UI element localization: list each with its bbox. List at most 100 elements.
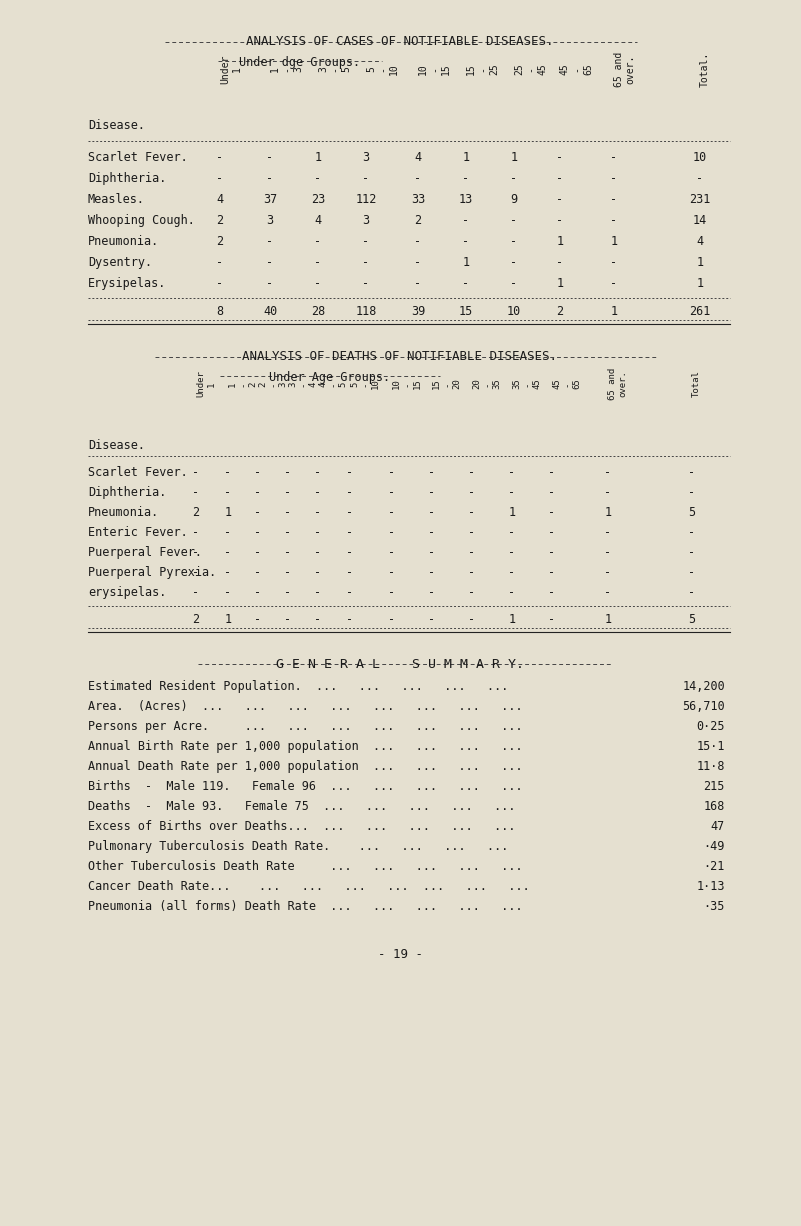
Text: 168: 168 — [703, 801, 725, 813]
Text: -: - — [267, 235, 274, 248]
Text: 3: 3 — [267, 215, 274, 227]
Text: 14: 14 — [693, 215, 707, 227]
Text: -: - — [388, 546, 396, 559]
Text: -: - — [362, 277, 369, 291]
Text: -: - — [429, 506, 436, 519]
Text: 231: 231 — [690, 192, 710, 206]
Text: 1: 1 — [509, 506, 516, 519]
Text: -: - — [610, 192, 618, 206]
Text: 2: 2 — [216, 215, 223, 227]
Text: 5: 5 — [688, 506, 695, 519]
Text: Under Age Groups.: Under Age Groups. — [269, 371, 391, 384]
Text: 2: 2 — [192, 506, 199, 519]
Text: Area.  (Acres)  ...   ...   ...   ...   ...   ...   ...   ...: Area. (Acres) ... ... ... ... ... ... ..… — [88, 700, 522, 714]
Text: -: - — [557, 192, 564, 206]
Text: -: - — [315, 586, 321, 600]
Text: -: - — [462, 235, 469, 248]
Text: 1: 1 — [462, 256, 469, 268]
Text: -: - — [284, 613, 292, 626]
Text: -: - — [414, 172, 421, 185]
Text: -: - — [224, 566, 231, 579]
Text: -: - — [549, 506, 556, 519]
Text: Other Tuberculosis Death Rate     ...   ...   ...   ...   ...: Other Tuberculosis Death Rate ... ... ..… — [88, 859, 522, 873]
Text: Diphtheria.: Diphtheria. — [88, 172, 167, 185]
Text: 15: 15 — [459, 305, 473, 318]
Text: Pulmonary Tuberculosis Death Rate.    ...   ...   ...   ...: Pulmonary Tuberculosis Death Rate. ... .… — [88, 840, 509, 853]
Text: 1·13: 1·13 — [697, 880, 725, 893]
Text: -: - — [284, 546, 292, 559]
Text: -: - — [469, 566, 476, 579]
Text: 39: 39 — [411, 305, 425, 318]
Text: -: - — [509, 586, 516, 600]
Text: Pneumonia.: Pneumonia. — [88, 506, 159, 519]
Text: -: - — [388, 506, 396, 519]
Text: 3: 3 — [362, 151, 369, 164]
Text: 5: 5 — [688, 613, 695, 626]
Text: -: - — [255, 466, 262, 479]
Text: -: - — [347, 506, 353, 519]
Text: 261: 261 — [690, 305, 710, 318]
Text: -: - — [284, 466, 292, 479]
Text: -: - — [429, 546, 436, 559]
Text: -: - — [284, 506, 292, 519]
Text: -: - — [510, 215, 517, 227]
Text: -: - — [469, 466, 476, 479]
Text: Excess of Births over Deaths...  ...   ...   ...   ...   ...: Excess of Births over Deaths... ... ... … — [88, 820, 516, 832]
Text: -: - — [509, 566, 516, 579]
Text: 9: 9 — [510, 192, 517, 206]
Text: 3
-
5: 3 - 5 — [318, 66, 351, 72]
Text: -: - — [688, 586, 695, 600]
Text: -: - — [462, 215, 469, 227]
Text: 1: 1 — [224, 506, 231, 519]
Text: -: - — [347, 485, 353, 499]
Text: 15·1: 15·1 — [697, 741, 725, 753]
Text: -: - — [362, 235, 369, 248]
Text: -: - — [605, 485, 611, 499]
Text: 4: 4 — [696, 235, 703, 248]
Text: Pneumonia (all forms) Death Rate  ...   ...   ...   ...   ...: Pneumonia (all forms) Death Rate ... ...… — [88, 900, 522, 913]
Text: 14,200: 14,200 — [682, 680, 725, 693]
Text: -: - — [192, 566, 199, 579]
Text: 3
-
4: 3 - 4 — [288, 381, 318, 386]
Text: -: - — [362, 256, 369, 268]
Text: -: - — [469, 506, 476, 519]
Text: -: - — [509, 485, 516, 499]
Text: -: - — [315, 277, 321, 291]
Text: -: - — [216, 256, 223, 268]
Text: -: - — [315, 485, 321, 499]
Text: 5
-
10: 5 - 10 — [366, 63, 399, 75]
Text: Under
1: Under 1 — [220, 54, 242, 83]
Text: -: - — [347, 586, 353, 600]
Text: -: - — [688, 546, 695, 559]
Text: 1: 1 — [315, 151, 321, 164]
Text: 33: 33 — [411, 192, 425, 206]
Text: -: - — [610, 172, 618, 185]
Text: -: - — [429, 613, 436, 626]
Text: 0·25: 0·25 — [697, 720, 725, 733]
Text: -: - — [610, 151, 618, 164]
Text: -: - — [315, 526, 321, 539]
Text: 56,710: 56,710 — [682, 700, 725, 714]
Text: Annual Death Rate per 1,000 population  ...   ...   ...   ...: Annual Death Rate per 1,000 population .… — [88, 760, 522, 774]
Text: G E N E R A L    S U M M A R Y.: G E N E R A L S U M M A R Y. — [276, 658, 524, 671]
Text: Cancer Death Rate...    ...   ...   ...   ...  ...   ...   ...: Cancer Death Rate... ... ... ... ... ...… — [88, 880, 529, 893]
Text: Erysipelas.: Erysipelas. — [88, 277, 167, 291]
Text: Under dge Groups.: Under dge Groups. — [239, 56, 360, 69]
Text: 28: 28 — [311, 305, 325, 318]
Text: -: - — [255, 485, 262, 499]
Text: -: - — [255, 566, 262, 579]
Text: 112: 112 — [356, 192, 376, 206]
Text: -: - — [462, 172, 469, 185]
Text: Estimated Resident Population.  ...   ...   ...   ...   ...: Estimated Resident Population. ... ... .… — [88, 680, 509, 693]
Text: -: - — [462, 277, 469, 291]
Text: -: - — [224, 526, 231, 539]
Text: -: - — [315, 256, 321, 268]
Text: -: - — [414, 235, 421, 248]
Text: -: - — [216, 151, 223, 164]
Text: ANALYSIS OF DEATHS OF NOTIFIABLE DISEASES.: ANALYSIS OF DEATHS OF NOTIFIABLE DISEASE… — [243, 349, 557, 363]
Text: ·21: ·21 — [703, 859, 725, 873]
Text: -: - — [510, 235, 517, 248]
Text: -: - — [688, 566, 695, 579]
Text: 25
-
45: 25 - 45 — [514, 63, 547, 75]
Text: -: - — [315, 546, 321, 559]
